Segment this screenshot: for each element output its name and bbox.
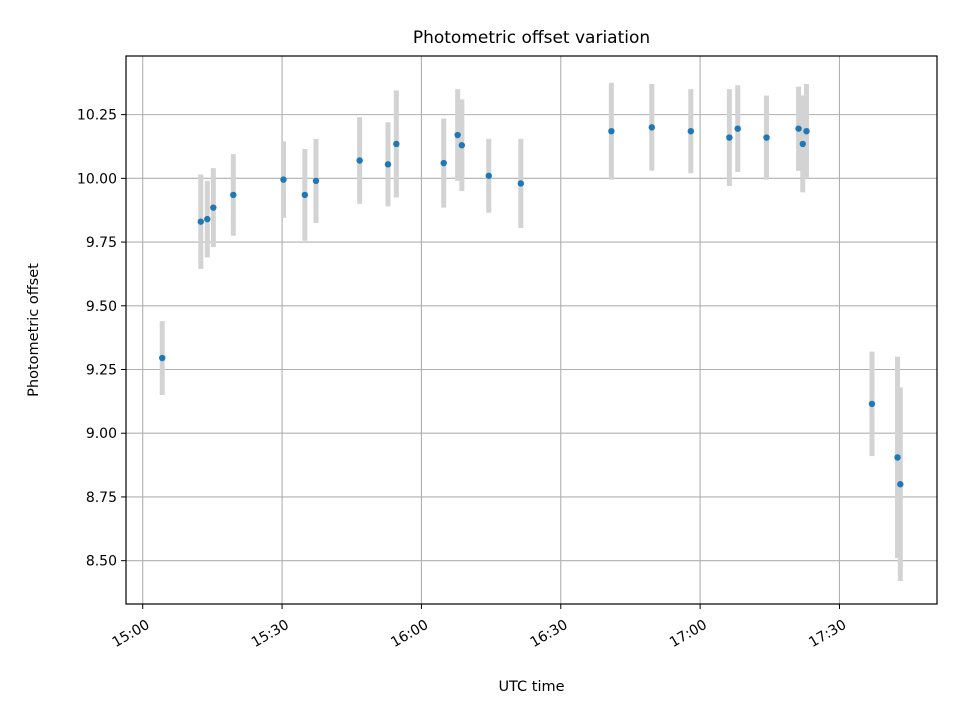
y-tick-label: 10.25: [77, 108, 117, 124]
data-point: [280, 176, 287, 183]
y-axis: 8.50 8.75 9.00 9.25 9.50 9.75 10.00 10.25: [77, 108, 126, 570]
grid: [126, 56, 937, 604]
chart-title: Photometric offset variation: [413, 28, 650, 48]
y-tick-label: 9.75: [86, 235, 117, 251]
data-point: [454, 131, 461, 139]
data-point: [734, 125, 741, 132]
data-point: [803, 127, 810, 135]
data-point: [608, 127, 615, 135]
data-points: [159, 124, 904, 488]
y-axis-label: Photometric offset: [26, 263, 42, 397]
data-point: [763, 134, 770, 141]
y-tick-label: 8.75: [86, 490, 117, 506]
data-point: [799, 140, 806, 148]
data-point: [356, 157, 363, 164]
y-tick-label: 9.50: [86, 299, 117, 315]
plot-frame: [125, 55, 938, 605]
data-point: [440, 159, 447, 167]
x-axis-label: UTC time: [498, 679, 564, 695]
data-point: [897, 481, 904, 488]
data-point: [230, 191, 237, 199]
data-point: [159, 354, 166, 362]
y-tick-label: 10.00: [77, 171, 117, 187]
data-point: [384, 161, 392, 168]
data-point: [648, 124, 656, 131]
data-point: [485, 172, 492, 179]
data-point: [868, 400, 876, 408]
plot-area: [126, 56, 937, 604]
data-point: [197, 218, 204, 225]
data-point: [894, 454, 901, 461]
data-point: [795, 125, 802, 132]
data-point: [204, 215, 211, 223]
data-point: [458, 142, 466, 149]
data-point: [517, 180, 525, 187]
y-tick-label: 9.25: [86, 363, 117, 379]
y-tick-label: 8.50: [86, 554, 117, 570]
data-point: [726, 134, 733, 141]
data-point: [301, 191, 309, 199]
data-point: [687, 127, 695, 135]
y-tick-label: 9.00: [86, 426, 117, 442]
data-point: [210, 204, 217, 211]
data-point: [312, 177, 320, 185]
data-point: [393, 140, 400, 148]
